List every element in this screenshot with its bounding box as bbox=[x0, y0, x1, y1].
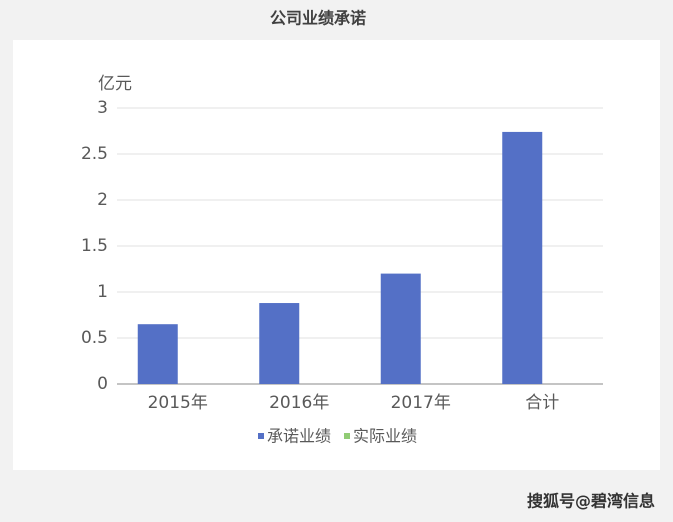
y-tick-label: 3 bbox=[97, 98, 108, 118]
legend-label: 实际业绩 bbox=[353, 427, 417, 446]
bar bbox=[502, 131, 543, 384]
y-tick-label: 1 bbox=[97, 282, 108, 302]
y-tick-label: 0 bbox=[97, 374, 108, 394]
chart-title: 公司业绩承诺 bbox=[270, 9, 366, 28]
legend-swatch bbox=[258, 433, 264, 439]
bar bbox=[380, 273, 421, 384]
bar bbox=[137, 324, 178, 384]
plot-panel bbox=[13, 40, 660, 470]
x-tick-label: 合计 bbox=[525, 393, 559, 413]
bar bbox=[259, 303, 300, 384]
y-tick-label: 2 bbox=[97, 190, 108, 210]
legend-label: 承诺业绩 bbox=[267, 427, 331, 446]
y-axis-label: 亿元 bbox=[98, 74, 132, 94]
legend-swatch bbox=[344, 433, 350, 439]
x-tick-label: 2017年 bbox=[391, 393, 451, 413]
x-tick-label: 2016年 bbox=[269, 393, 329, 413]
y-tick-label: 0.5 bbox=[81, 328, 108, 348]
y-tick-label: 1.5 bbox=[81, 236, 108, 256]
x-tick-label: 2015年 bbox=[148, 393, 208, 413]
y-tick-label: 2.5 bbox=[81, 144, 108, 164]
source: 搜狐号@碧湾信息 bbox=[527, 492, 655, 511]
